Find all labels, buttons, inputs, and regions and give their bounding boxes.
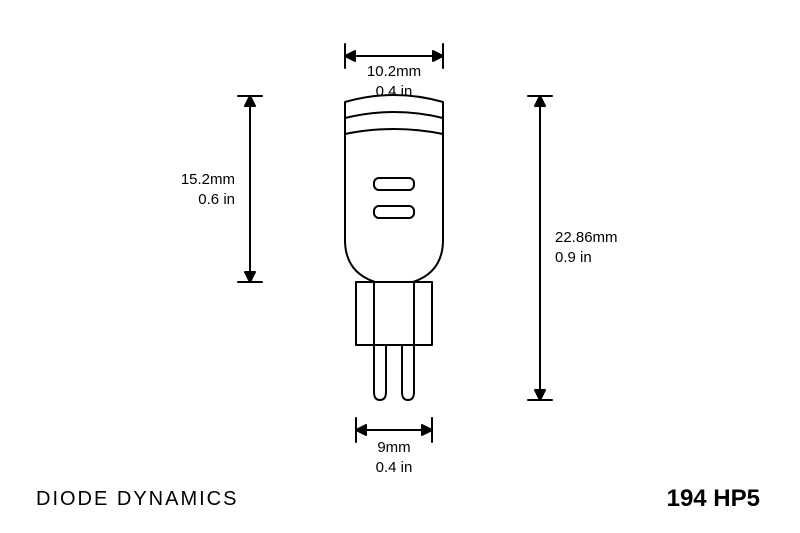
model-label: 194 HP5 bbox=[667, 485, 760, 513]
dim-left-mm: 15.2mm bbox=[181, 171, 235, 188]
dim-left-in: 0.6 in bbox=[198, 191, 235, 208]
dim-right-label: 22.86mm 0.9 in bbox=[555, 228, 618, 267]
dim-top-in: 0.4 in bbox=[376, 83, 413, 100]
dim-left-label: 15.2mm 0.6 in bbox=[181, 170, 235, 209]
dim-right-mm: 22.86mm bbox=[555, 229, 618, 246]
dim-right-in: 0.9 in bbox=[555, 249, 592, 266]
dim-bottom-in: 0.4 in bbox=[376, 459, 413, 476]
dim-bottom-mm: 9mm bbox=[377, 439, 410, 456]
brand-label: DIODE DYNAMICS bbox=[36, 488, 238, 511]
dim-top-label: 10.2mm 0.4 in bbox=[367, 62, 421, 101]
dim-bottom-label: 9mm 0.4 in bbox=[376, 438, 413, 477]
dim-top-mm: 10.2mm bbox=[367, 63, 421, 80]
